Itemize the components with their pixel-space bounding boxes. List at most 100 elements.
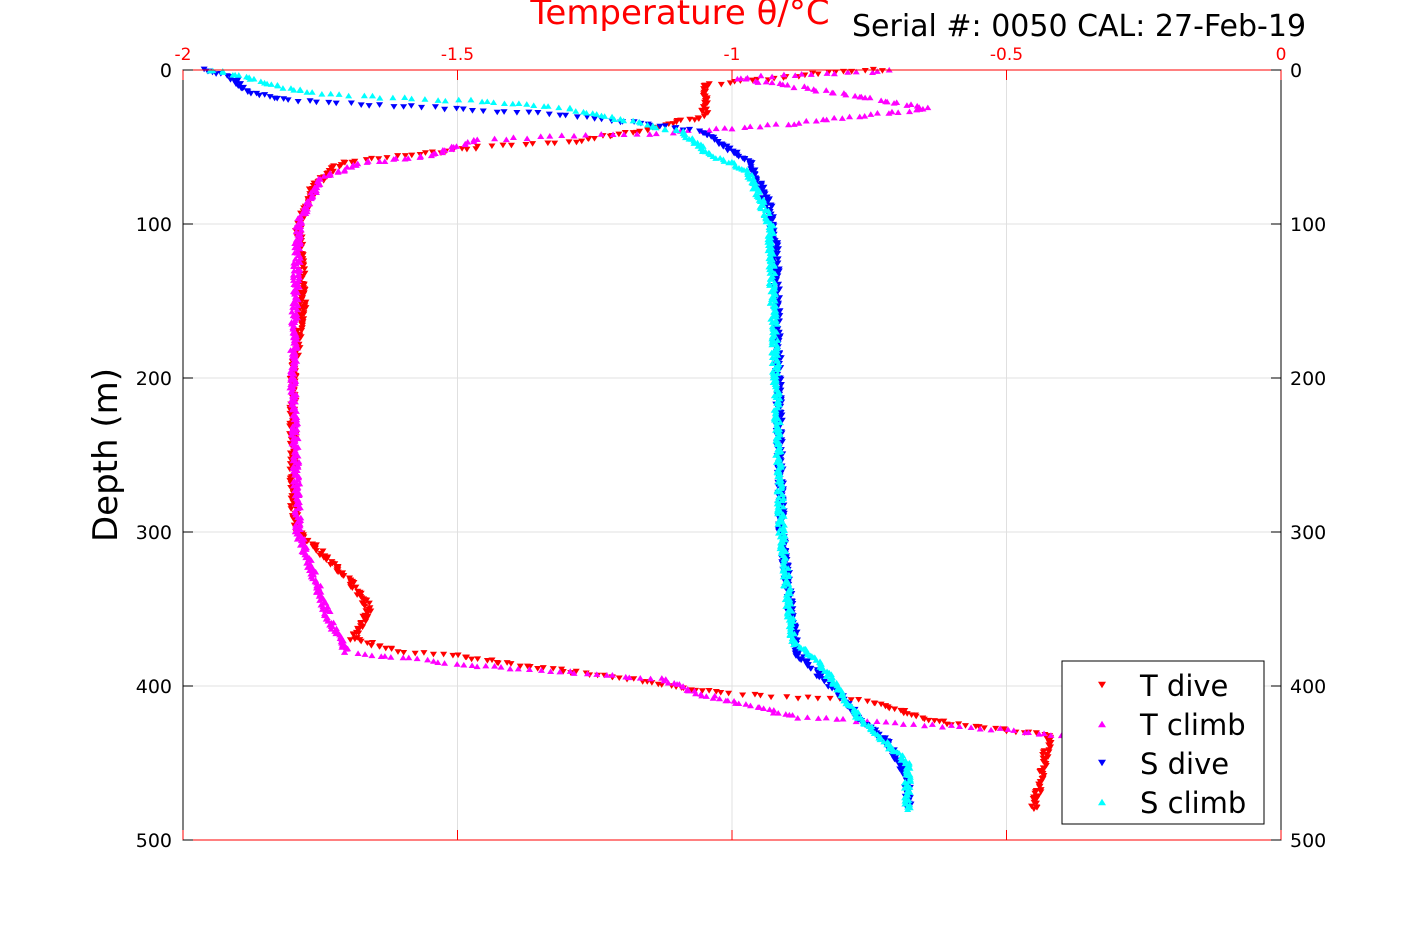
data-point: [483, 98, 491, 105]
data-point: [630, 676, 638, 682]
data-point: [776, 335, 784, 341]
data-point: [400, 650, 408, 656]
data-point: [327, 90, 335, 97]
data-point: [842, 91, 850, 98]
data-point: [996, 725, 1004, 731]
data-point: [296, 526, 304, 532]
data-point: [741, 124, 749, 131]
data-point: [900, 785, 908, 791]
data-point: [928, 721, 936, 727]
data-point: [292, 521, 300, 528]
data-point: [777, 381, 785, 388]
data-point: [685, 687, 693, 694]
data-point: [290, 87, 298, 93]
data-point: [873, 109, 881, 116]
data-point: [724, 697, 732, 704]
data-point: [779, 573, 787, 580]
data-point: [340, 168, 348, 174]
data-point: [735, 153, 743, 160]
data-point: [783, 81, 791, 88]
series-t-climb: [286, 66, 1065, 739]
data-point: [361, 603, 369, 610]
data-point: [814, 715, 822, 721]
data-point: [778, 439, 786, 445]
y-tick-label-right: 200: [1290, 368, 1326, 390]
data-point: [776, 543, 784, 549]
data-point: [291, 438, 299, 445]
data-point: [869, 69, 877, 76]
data-point: [468, 656, 476, 663]
data-point: [294, 302, 302, 308]
data-point: [780, 71, 788, 78]
data-point: [367, 642, 375, 649]
data-point: [301, 266, 309, 272]
data-point: [545, 111, 553, 118]
data-point: [846, 113, 854, 120]
data-point: [768, 203, 776, 210]
data-point: [794, 653, 802, 659]
data-point: [506, 665, 514, 672]
data-point: [833, 679, 841, 686]
y-axis-label: Depth (m): [86, 368, 126, 542]
data-point: [661, 123, 669, 130]
data-point: [296, 87, 304, 93]
legend-label: S climb: [1140, 786, 1246, 820]
data-point: [326, 562, 334, 568]
data-point: [703, 132, 711, 139]
data-point: [906, 108, 914, 115]
data-point: [346, 637, 354, 643]
data-point: [894, 109, 902, 116]
data-point: [901, 760, 909, 767]
data-point: [348, 585, 356, 592]
data-point: [961, 723, 969, 729]
data-point: [313, 579, 321, 586]
data-point: [768, 360, 776, 366]
data-point: [774, 246, 782, 252]
data-point: [672, 119, 680, 126]
data-point: [658, 682, 666, 688]
data-point: [719, 143, 727, 150]
data-point: [765, 242, 773, 248]
data-point: [463, 146, 471, 153]
data-point: [904, 806, 912, 812]
data-point: [572, 668, 580, 675]
data-point: [291, 471, 299, 478]
data-point: [703, 84, 711, 90]
data-point: [766, 276, 774, 282]
data-point: [583, 114, 591, 120]
data-point: [891, 719, 899, 726]
data-point: [289, 406, 297, 413]
data-point: [884, 745, 892, 752]
data-point: [416, 154, 424, 160]
data-point: [648, 680, 656, 686]
data-point: [694, 139, 702, 146]
data-point: [769, 709, 777, 716]
data-point: [289, 478, 297, 485]
data-point: [725, 690, 733, 697]
data-point: [711, 137, 719, 143]
chart-title: Temperature θ/°C: [529, 0, 829, 33]
data-point: [774, 256, 782, 262]
data-point: [284, 97, 292, 103]
data-point: [312, 542, 320, 548]
series-t-dive: [286, 66, 1055, 812]
data-point: [828, 685, 836, 692]
data-point: [820, 667, 828, 674]
data-point: [383, 155, 391, 161]
data-point: [479, 108, 487, 115]
data-point: [589, 110, 597, 116]
data-point: [844, 69, 852, 75]
data-point: [288, 308, 296, 315]
data-point: [852, 68, 860, 75]
data-point: [368, 155, 376, 162]
data-point: [319, 603, 327, 610]
data-point: [721, 125, 729, 131]
data-point: [459, 106, 467, 113]
data-point: [664, 679, 672, 686]
data-point: [778, 417, 786, 424]
legend-marker: [1098, 798, 1106, 806]
data-point: [247, 90, 255, 97]
data-point: [797, 657, 805, 664]
data-point: [312, 99, 320, 106]
data-point: [807, 71, 815, 77]
